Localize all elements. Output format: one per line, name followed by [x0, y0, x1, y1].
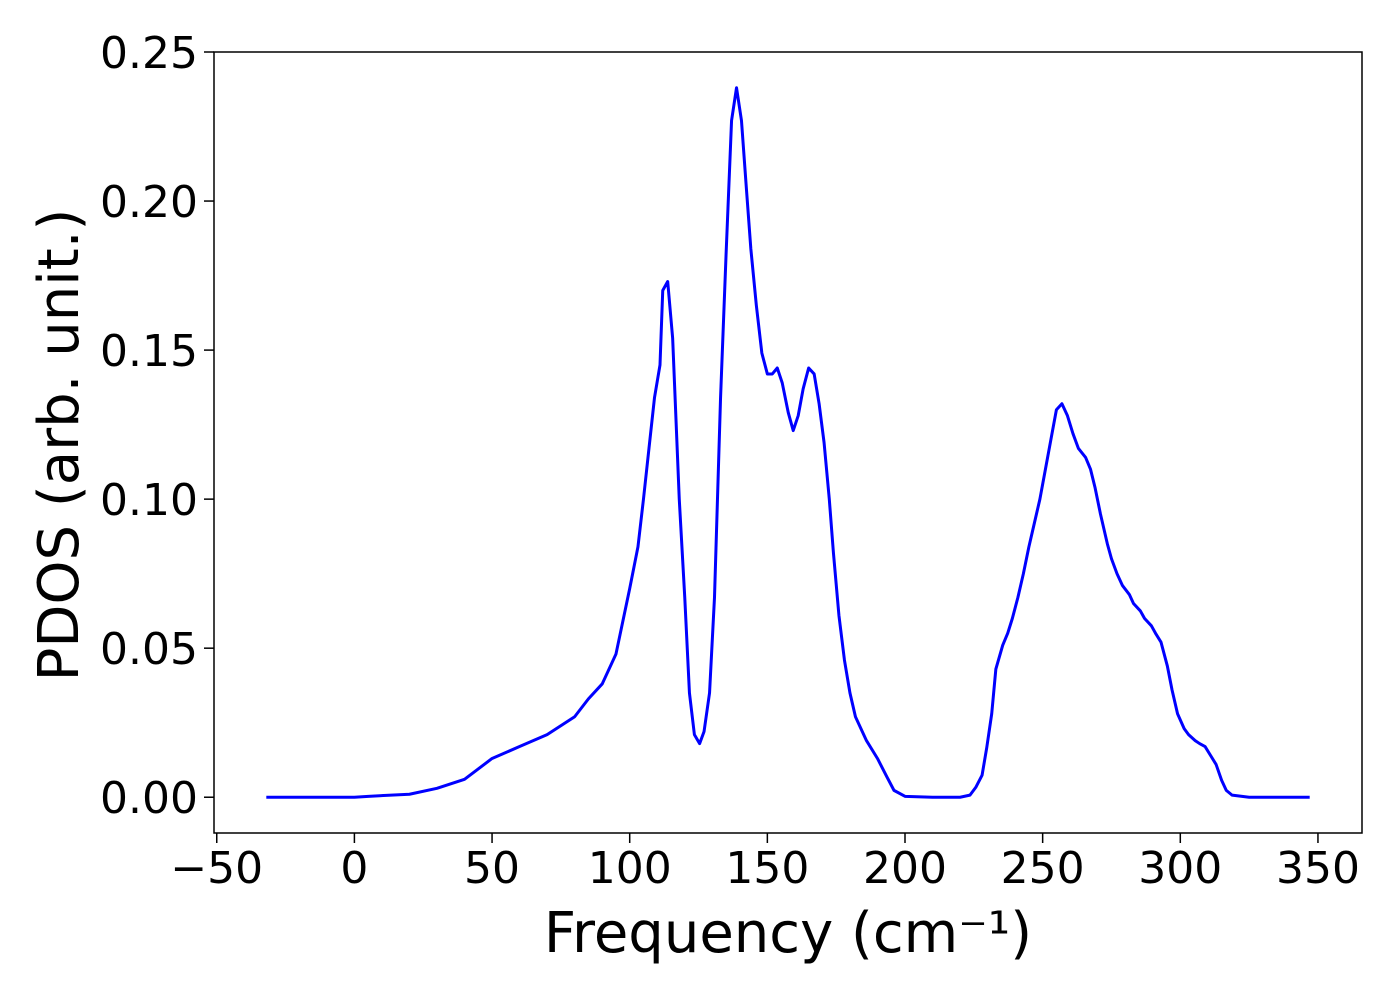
x-tick-label: 100	[588, 843, 672, 894]
x-tick-label: 350	[1276, 843, 1360, 894]
x-tick-label: 300	[1138, 843, 1222, 894]
y-tick-label: 0.20	[100, 177, 198, 228]
x-tick-label: 250	[1001, 843, 1085, 894]
y-tick-label: 0.00	[100, 773, 198, 824]
x-tick-label: 0	[340, 843, 368, 894]
y-axis-label: PDOS (arb. unit.)	[27, 209, 92, 682]
x-tick-label: −50	[170, 843, 263, 894]
plot-frame	[213, 51, 1363, 834]
x-axis-label: Frequency (cm⁻¹)	[544, 901, 1032, 966]
x-tick-label: 200	[863, 843, 947, 894]
y-tick-label: 0.25	[100, 28, 198, 79]
y-tick-label: 0.05	[100, 624, 198, 675]
y-tick-label: 0.10	[100, 475, 198, 526]
x-tick-label: 50	[464, 843, 520, 894]
x-tick-label: 150	[725, 843, 809, 894]
y-tick-label: 0.15	[100, 326, 198, 377]
data-line	[266, 86, 1310, 799]
